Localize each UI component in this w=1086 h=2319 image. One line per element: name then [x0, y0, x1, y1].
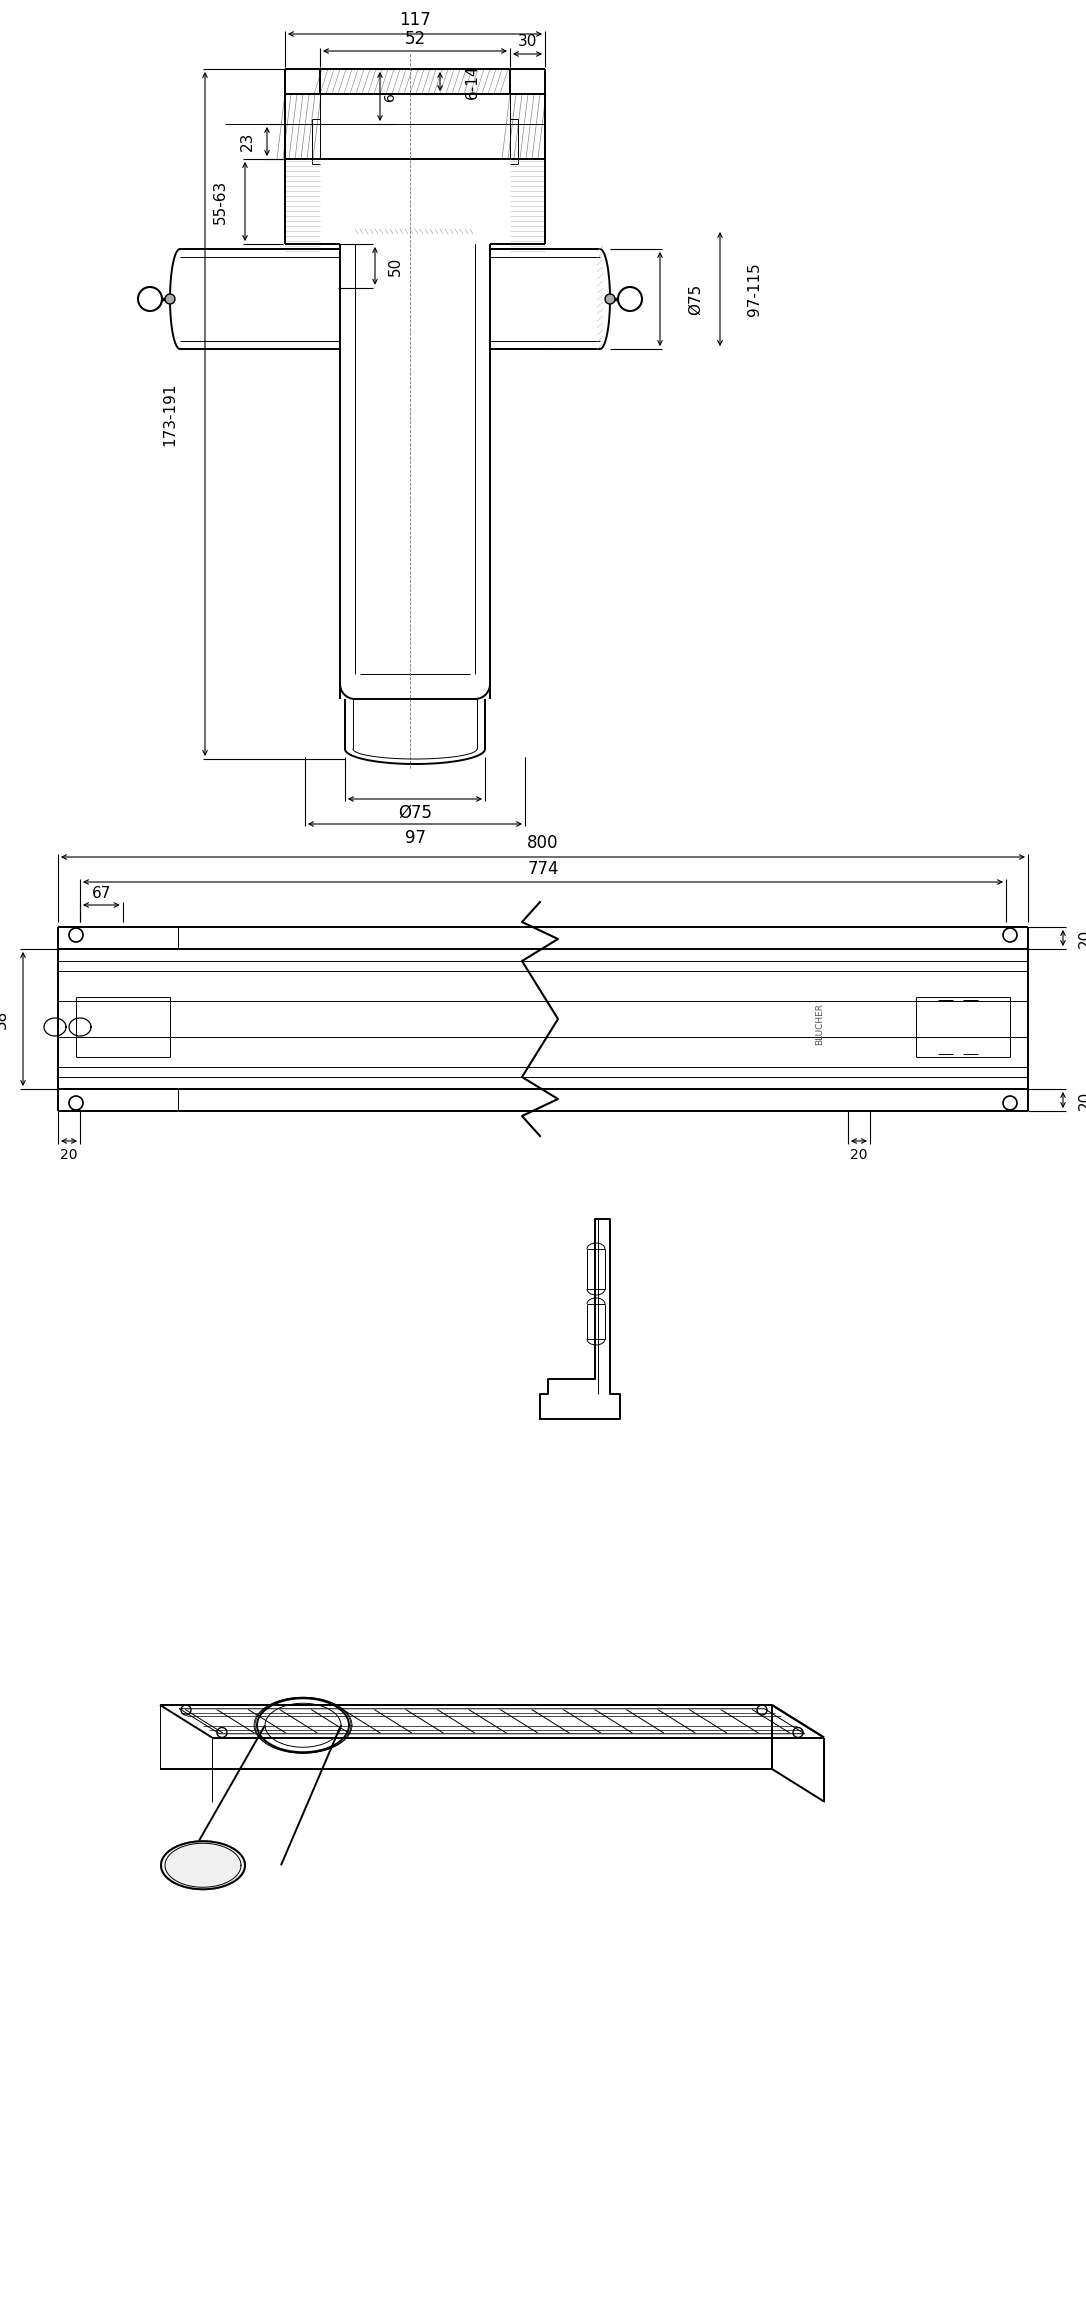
Text: 50: 50: [388, 257, 403, 276]
Circle shape: [217, 1728, 227, 1737]
Text: 173-191: 173-191: [163, 383, 177, 445]
Circle shape: [165, 295, 175, 304]
Text: Ø75: Ø75: [397, 805, 432, 821]
Text: 67: 67: [91, 886, 111, 900]
Circle shape: [1003, 1097, 1016, 1111]
Text: 30: 30: [518, 35, 538, 49]
Text: 800: 800: [527, 835, 559, 851]
Text: 23: 23: [240, 132, 254, 151]
Text: 774: 774: [527, 860, 559, 879]
Circle shape: [1003, 928, 1016, 942]
Circle shape: [757, 1704, 767, 1716]
Circle shape: [138, 288, 162, 311]
Text: BLUCHER: BLUCHER: [816, 1004, 824, 1046]
Text: 97: 97: [404, 828, 426, 846]
Text: 20: 20: [1077, 1090, 1086, 1108]
Text: 6: 6: [383, 93, 397, 102]
Circle shape: [70, 1097, 83, 1111]
Text: 20: 20: [60, 1148, 78, 1162]
Circle shape: [70, 928, 83, 942]
Polygon shape: [161, 1841, 245, 1890]
Text: 20: 20: [850, 1148, 868, 1162]
Circle shape: [793, 1728, 803, 1737]
Text: 97-115: 97-115: [747, 262, 762, 315]
Text: 6-14: 6-14: [465, 65, 480, 100]
Text: 55-63: 55-63: [213, 179, 227, 223]
Text: Ø75: Ø75: [687, 283, 703, 315]
Text: 20: 20: [1077, 928, 1086, 948]
Circle shape: [618, 288, 642, 311]
Text: 58: 58: [0, 1009, 9, 1030]
Text: 117: 117: [400, 12, 431, 30]
Circle shape: [181, 1704, 191, 1716]
Text: 52: 52: [404, 30, 426, 49]
Circle shape: [605, 295, 615, 304]
